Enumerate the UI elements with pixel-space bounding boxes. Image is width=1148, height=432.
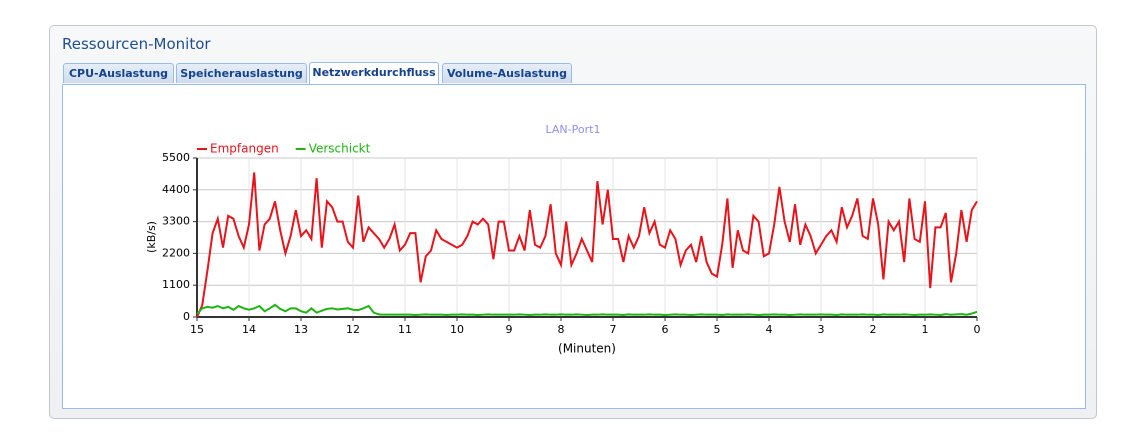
- y-tick-label: 0: [183, 310, 190, 323]
- x-tick-label: 10: [450, 323, 464, 336]
- x-tick-label: 0: [974, 323, 981, 336]
- tab-content: [62, 84, 1086, 409]
- window-title: Ressourcen-Monitor: [62, 35, 211, 53]
- legend-label: Verschickt: [309, 142, 371, 156]
- y-tick-label: 2200: [162, 246, 190, 259]
- tab[interactable]: Netzwerkdurchfluss: [309, 62, 439, 84]
- tab[interactable]: Volume-Auslastung: [442, 63, 572, 83]
- line-series: [196, 172, 978, 318]
- y-tick-label: 1100: [162, 278, 190, 291]
- x-tick-label: 11: [398, 323, 412, 336]
- tab[interactable]: Speicherauslastung: [176, 63, 307, 83]
- x-tick-label: 8: [558, 323, 565, 336]
- y-tick-label: 3300: [162, 215, 190, 228]
- chart-title: LAN-Port1: [546, 123, 601, 136]
- x-tick-label: 7: [610, 323, 617, 336]
- x-tick-label: 15: [190, 323, 204, 336]
- x-tick-label: 9: [506, 323, 513, 336]
- x-tick-label: 1: [922, 323, 929, 336]
- x-tick-label: 14: [242, 323, 256, 336]
- y-tick-label: 4400: [162, 183, 190, 196]
- x-axis-label: (Minuten): [558, 342, 616, 356]
- tab[interactable]: CPU-Auslastung: [63, 63, 174, 83]
- x-tick-label: 12: [346, 323, 360, 336]
- x-tick-label: 13: [294, 323, 308, 336]
- x-tick-label: 3: [818, 323, 825, 336]
- y-axis-label: (kB/s): [145, 221, 158, 253]
- legend-label: Empfangen: [210, 142, 279, 156]
- x-tick-label: 4: [766, 323, 773, 336]
- x-tick-label: 6: [662, 323, 669, 336]
- x-tick-label: 5: [714, 323, 721, 336]
- x-tick-label: 2: [870, 323, 877, 336]
- line-series: [196, 303, 978, 316]
- y-tick-label: 5500: [162, 151, 190, 164]
